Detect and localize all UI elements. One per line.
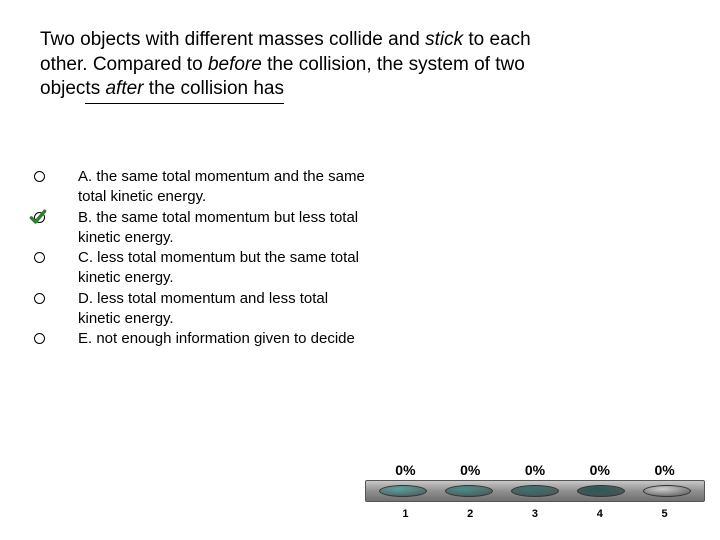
option-text: C. less total momentum but the same tota… (78, 248, 370, 289)
chart-bottom-label: 4 (567, 508, 632, 520)
title-seg: other. Compared to (40, 54, 208, 75)
response-chart: 0%0%0%0%0% 12345 (365, 462, 705, 520)
bullet-icon (34, 171, 45, 182)
checkmark-icon (28, 207, 48, 227)
chart-oval-icon (643, 485, 691, 497)
chart-oval-icon (577, 485, 625, 497)
title-text: Two objects with different masses collid… (40, 28, 690, 104)
chart-top-label: 0% (567, 462, 632, 478)
title-seg: objec (40, 78, 85, 99)
title-underline: ts after the collision has (85, 77, 284, 104)
option-row[interactable]: B. the same total momentum but less tota… (30, 208, 370, 249)
chart-top-label: 0% (373, 462, 438, 478)
chart-bottom-label: 3 (503, 508, 568, 520)
bullet-icon (34, 333, 45, 344)
option-row[interactable]: E. not enough information given to decid… (30, 329, 370, 349)
answer-options: A. the same total momentum and the same … (30, 167, 370, 349)
title-italic: stick (425, 29, 463, 50)
option-text: A. the same total momentum and the same … (78, 167, 370, 208)
chart-top-label: 0% (632, 462, 697, 478)
bullet-icon (34, 293, 45, 304)
title-italic: before (208, 54, 262, 75)
option-text: D. less total momentum and less total ki… (78, 289, 370, 330)
question-title: Two objects with different masses collid… (40, 28, 690, 104)
chart-oval-icon (511, 485, 559, 497)
option-row[interactable]: D. less total momentum and less total ki… (30, 289, 370, 330)
bullet-icon (34, 252, 45, 263)
chart-oval-icon (379, 485, 427, 497)
chart-bottom-labels: 12345 (365, 508, 705, 520)
chart-bottom-label: 1 (373, 508, 438, 520)
chart-top-label: 0% (438, 462, 503, 478)
bullet-column (30, 167, 78, 187)
chart-bar (365, 480, 705, 502)
chart-top-labels: 0%0%0%0%0% (365, 462, 705, 478)
bullet-column (30, 289, 78, 309)
title-seg: to each (463, 29, 531, 50)
bullet-column (30, 329, 78, 349)
option-row[interactable]: A. the same total momentum and the same … (30, 167, 370, 208)
option-text: E. not enough information given to decid… (78, 329, 370, 349)
option-text: B. the same total momentum but less tota… (78, 208, 370, 249)
bullet-column (30, 248, 78, 268)
option-row[interactable]: C. less total momentum but the same tota… (30, 248, 370, 289)
bullet-column (30, 208, 78, 228)
title-seg: Two objects with different masses collid… (40, 29, 425, 50)
chart-bottom-label: 2 (438, 508, 503, 520)
chart-bottom-label: 5 (632, 508, 697, 520)
title-seg: the collision, the system of two (262, 54, 525, 75)
chart-oval-icon (445, 485, 493, 497)
chart-top-label: 0% (503, 462, 568, 478)
